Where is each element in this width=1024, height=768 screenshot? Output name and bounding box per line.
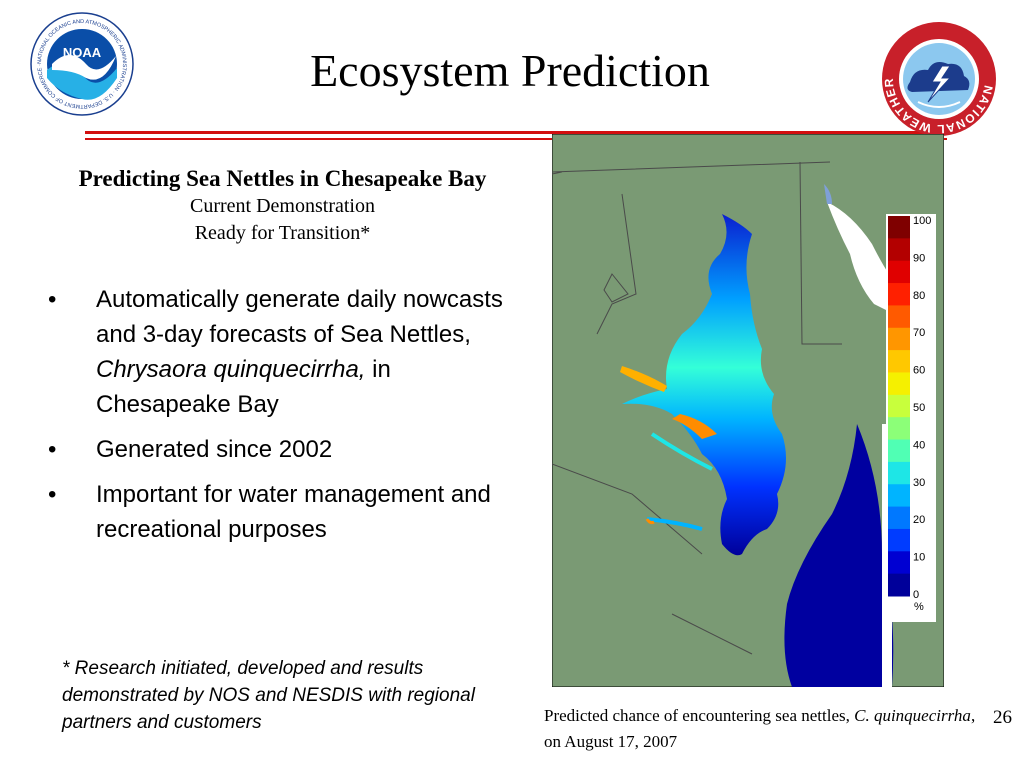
nws-logo: NATIONAL WEATHER SERVICE (880, 20, 996, 136)
colorbar-tick-label: 100 (913, 215, 931, 227)
subline-2: Ready for Transition* (194, 222, 371, 244)
state-boundaries (552, 161, 842, 655)
map-caption: Predicted chance of encountering sea net… (544, 706, 976, 751)
colorbar-swatch (888, 372, 910, 396)
colorbar-swatch (888, 327, 910, 351)
colorbar-swatch (888, 260, 910, 284)
colorbar-tick-label: 40 (913, 439, 925, 451)
colorbar-unit: % (914, 601, 924, 613)
delaware-bay (827, 202, 894, 314)
colorbar-tick-label: 90 (913, 252, 925, 264)
colorbar-swatch (888, 350, 910, 373)
bullet-item: Automatically generate daily nowcasts an… (40, 282, 520, 422)
bullet-list: Automatically generate daily nowcasts an… (40, 282, 520, 557)
colorbar-swatch (888, 506, 910, 530)
ocean-forecast (784, 424, 894, 687)
colorbar-swatch (888, 484, 910, 508)
colorbar-swatch (888, 528, 910, 552)
colorbar-tick-label: 20 (913, 514, 925, 526)
bullet-item: Important for water management and recre… (40, 477, 520, 547)
subheading: Predicting Sea Nettles in Chesapeake Bay (78, 166, 487, 191)
slide-title: Ecosystem Prediction (310, 45, 710, 96)
colorbar-swatch (888, 283, 910, 306)
colorbar-swatch (888, 417, 910, 441)
noaa-label: NOAA (63, 45, 102, 60)
subline-1: Current Demonstration (190, 195, 375, 217)
chesapeake-bay (622, 214, 786, 556)
bullet-item: Generated since 2002 (40, 432, 520, 467)
colorbar-tick-label: 60 (913, 365, 925, 377)
title-rule-bottom (85, 138, 947, 140)
noaa-logo: NOAA NATIONAL OCEANIC AND ATMOSPHERIC AD… (30, 12, 134, 116)
colorbar-tick-label: 80 (913, 290, 925, 302)
colorbar-swatch (888, 573, 910, 597)
colorbar-swatch (888, 394, 910, 418)
colorbar-tick-label: 0 (913, 589, 919, 601)
colorbar-swatch (888, 551, 910, 575)
footnote: * Research initiated, developed and resu… (62, 658, 475, 733)
subheading-block: Predicting Sea Nettles in Chesapeake Bay… (20, 165, 545, 247)
colorbar-swatch (888, 461, 910, 485)
colorbar-swatch (888, 305, 910, 329)
colorbar-tick-label: 30 (913, 477, 925, 489)
colorbar-swatch (888, 238, 910, 262)
colorbar-tick-label: 10 (913, 552, 925, 564)
colorbar-tick-label: 50 (913, 402, 925, 414)
title-rule-top (85, 131, 947, 134)
page-number: 26 (993, 707, 1012, 728)
colorbar-tick-label: 70 (913, 327, 925, 339)
colorbar-swatch (888, 216, 910, 239)
colorbar-swatch (888, 439, 910, 463)
